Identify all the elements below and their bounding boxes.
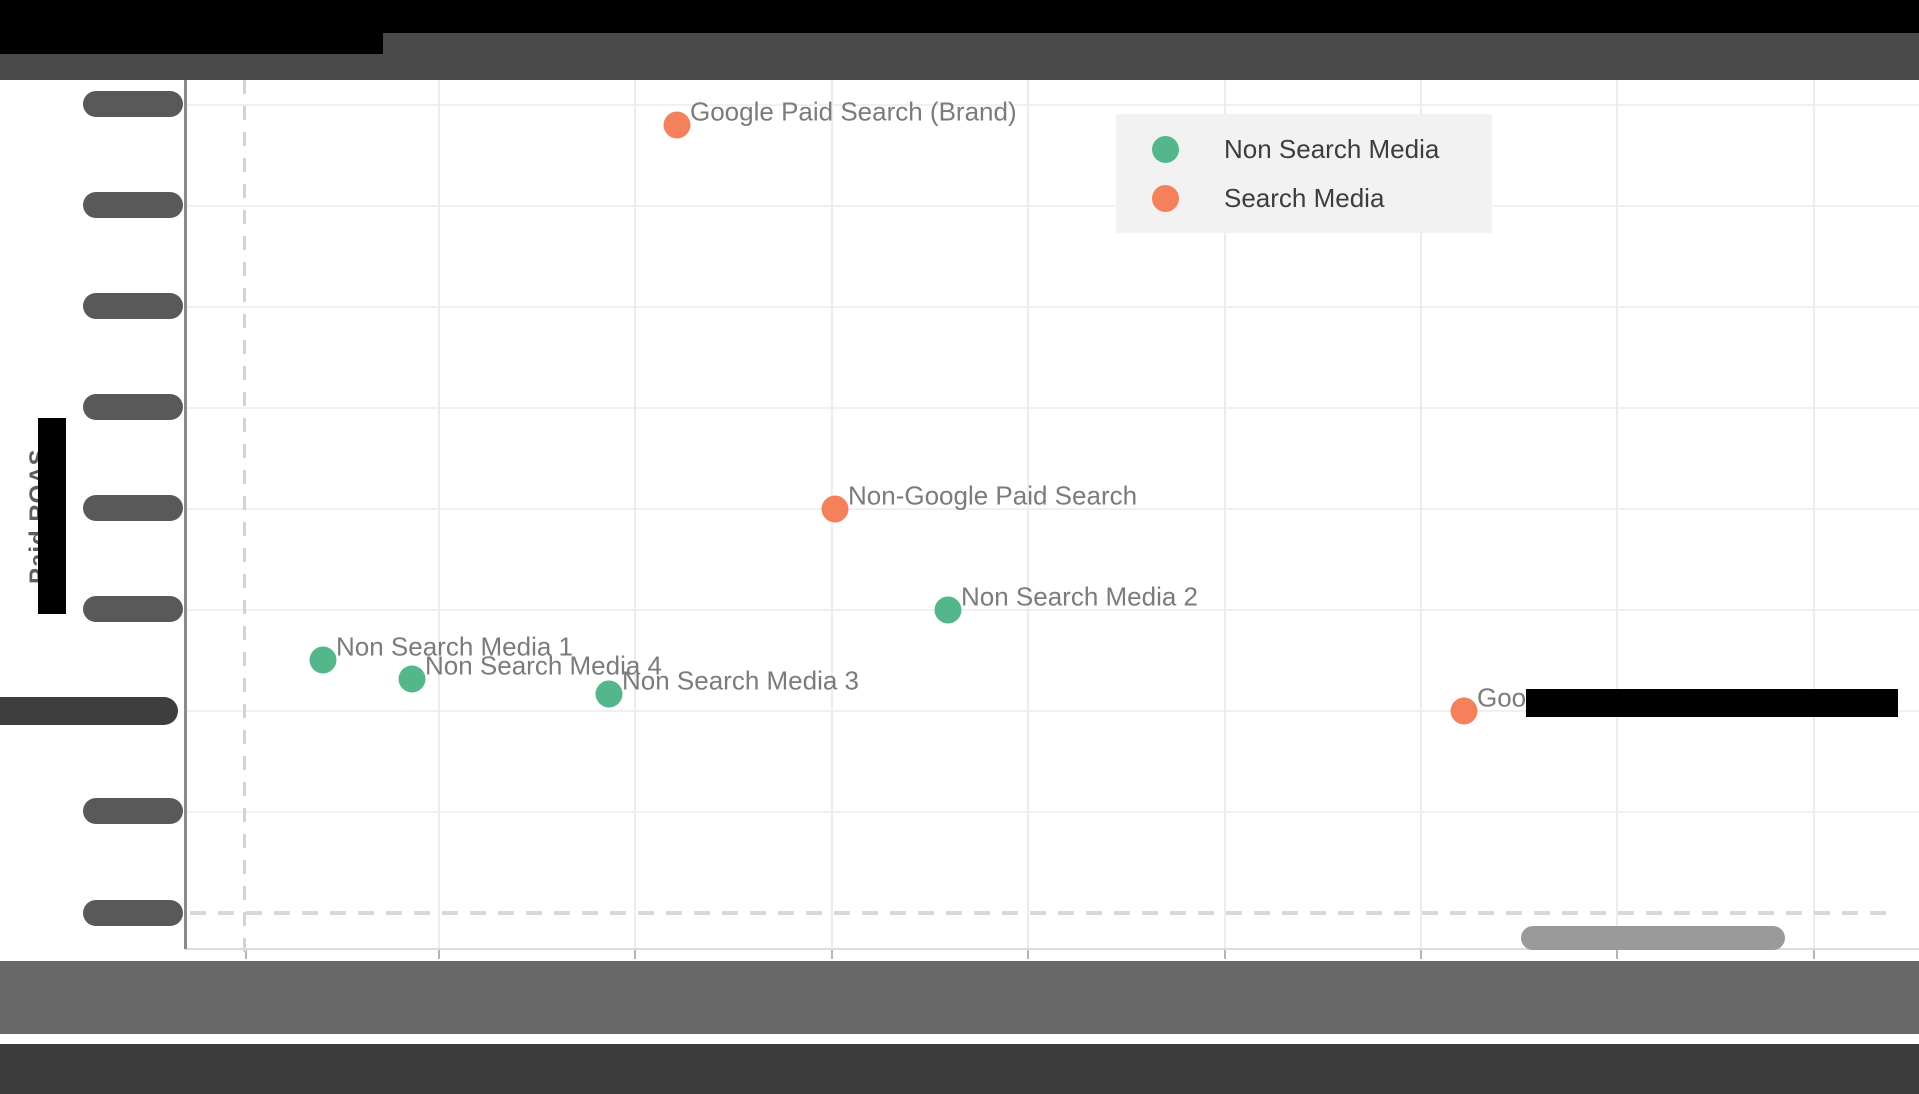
ytick-redaction-bar [83,192,183,218]
vertical-gridline [1616,80,1618,949]
x-axis-tick [1813,949,1815,959]
scatter-point-label: Non Search Media 4 [425,650,663,681]
ytick-redaction-bar [83,293,183,319]
ytick-redaction-bar [83,495,183,521]
vertical-gridline [438,80,440,949]
ytick-redaction-bar [83,900,183,926]
x-axis-tick [831,949,833,959]
scatter-point-label: Google Paid Search (Brand) [690,96,1017,127]
ytick-redaction-bar [83,91,183,117]
x-axis-tick [1224,949,1226,959]
vertical-gridline [1224,80,1226,949]
scatter-point [663,111,691,139]
scatter-point-label: Non Search Media 1 [336,631,574,662]
horizontal-gridline [185,609,1919,611]
x-axis-tick [634,949,636,959]
scatter-point [1450,697,1478,725]
scatter-point [595,680,623,708]
scatter-point-label: Non Search Media 2 [961,581,1199,612]
x-axis-tick [1616,949,1618,959]
scatter-point-label: Non-Google Paid Search [848,480,1138,511]
legend-swatch [1152,135,1179,163]
redacted-y-axis-title-bar [38,418,66,614]
vertical-gridline [634,80,636,949]
scatter-point [821,495,849,523]
horizontal-gridline [185,205,1919,207]
horizontal-gridline [185,508,1919,510]
scatter-point-label: Non Search Media 3 [622,665,860,696]
horizontal-gridline [185,407,1919,409]
scatter-point [309,646,337,674]
legend-item: Non Search Media [1152,134,1492,165]
x-axis-tick [1420,949,1422,959]
horizontal-gridline [185,104,1919,106]
legend-label: Search Media [1224,182,1385,213]
x-axis-tick [438,949,440,959]
horizontal-gridline [185,306,1919,308]
legend-item: Search Media [1152,183,1492,214]
legend-swatch [1152,184,1179,212]
x-axis-line [185,948,1919,950]
vertical-gridline [1027,80,1029,949]
y-axis-line [184,80,187,949]
vertical-gridline [1813,80,1815,949]
horizontal-gridline [185,811,1919,813]
ytick-redaction-bar [83,798,183,824]
footer-band-redacted [0,1044,1919,1094]
horizontal-gridline [185,710,1919,712]
ytick-redaction-bar [83,596,183,622]
ytick-redaction-bar [83,394,183,420]
x-reference-dashed-line [243,80,246,955]
scatter-point-label: Goo [1477,682,1527,713]
ytick-redaction-bar [0,697,178,725]
redacted-point-label-bar [1526,689,1898,717]
legend-label: Non Search Media [1224,133,1440,164]
vertical-gridline [1420,80,1422,949]
redacted-subtitle-block [0,0,383,54]
x-axis-tick [1027,949,1029,959]
redacted-x-axis-tick-bar [1521,926,1785,950]
scatter-point [934,596,962,624]
y-reference-dashed-line [190,911,1890,915]
x-axis-tick [245,949,247,959]
legend: Non Search Media Search Media [1116,114,1492,233]
x-axis-band-redacted [0,961,1919,1034]
scatter-point [398,665,426,693]
